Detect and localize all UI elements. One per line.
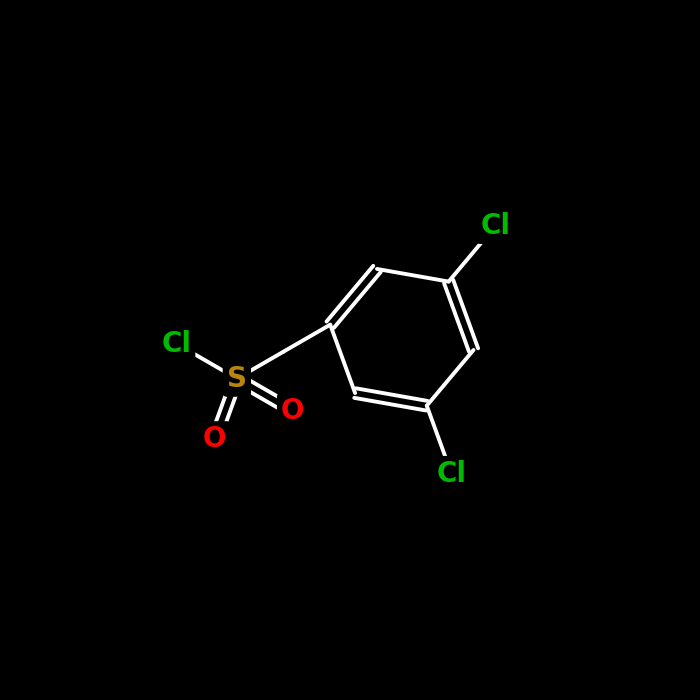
Text: Cl: Cl: [437, 460, 467, 488]
Text: S: S: [227, 365, 247, 393]
Text: O: O: [281, 397, 304, 425]
Text: Cl: Cl: [161, 330, 191, 358]
Text: O: O: [203, 426, 227, 454]
Text: Cl: Cl: [480, 212, 510, 240]
